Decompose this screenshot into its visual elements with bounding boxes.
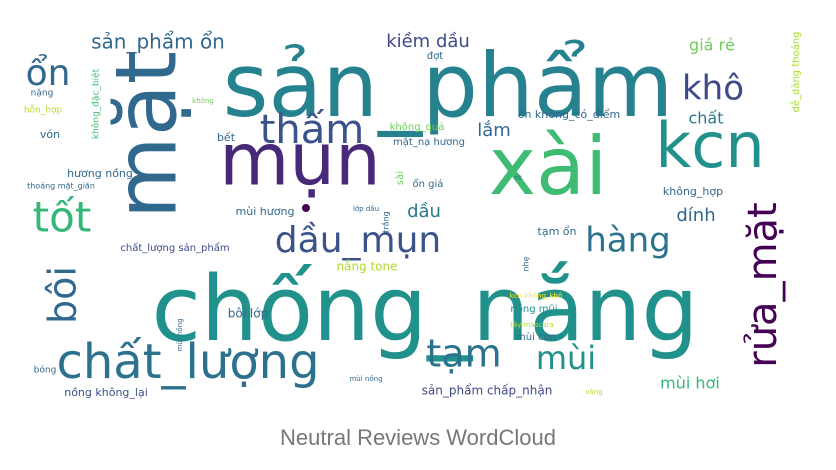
word-24: mùi hơi [660, 374, 720, 393]
word-5: kcn [655, 109, 764, 182]
word-0: sản_phẩm [223, 34, 674, 137]
word-11: rửa_mặt [740, 202, 786, 367]
word-50: lớp dầu [353, 205, 379, 213]
chart-caption: Neutral Reviews WordCloud [280, 425, 556, 450]
word-46: hỗn_hợp [24, 105, 63, 116]
word-18: kiềm dầu [386, 31, 470, 52]
word-45: sài [394, 171, 406, 185]
word-32: không_hợp [663, 185, 723, 198]
word-6: chất_lượng [56, 334, 319, 390]
word-42: nồng mũi [510, 303, 557, 315]
word-34: không_quá [390, 121, 445, 133]
word-23: dính [676, 205, 715, 226]
word-19: giá rẻ [689, 36, 735, 55]
word-33: ổn không_có_điểm [518, 108, 621, 121]
word-20: chất [688, 109, 723, 128]
word-36: dễ_dàng thoảng [789, 31, 802, 112]
word-cloud: sản_phẩm mặt chống_nắng xài mụn kcn chất_lượng… [24, 30, 802, 400]
word-1: mặt [97, 51, 196, 219]
word-12: bôi [41, 266, 85, 324]
word-44: ổn giá [413, 177, 444, 190]
word-41: đợt [427, 51, 443, 62]
word-2: chống_nắng [151, 257, 698, 362]
word-35: mặt_nạ hương [393, 137, 465, 148]
word-52: trắng [381, 211, 391, 232]
word-38: mùi hương [236, 205, 295, 218]
word-57: mùi nồng [349, 375, 382, 383]
word-54: kcn không_khô [510, 292, 563, 300]
word-16: khô [682, 69, 744, 109]
word-9: dầu_mụn [275, 220, 441, 261]
word-7: thấm [260, 107, 365, 153]
word-17: sản_phẩm ổn [91, 30, 225, 54]
word-13: tạm [426, 332, 501, 376]
word-43: mùi còn [516, 331, 556, 343]
word-31: tạm ổn [538, 225, 577, 238]
word-4: mụn [219, 118, 380, 202]
word-37: không_đặc_biệt [91, 68, 102, 139]
word-27: nồng không_lại [64, 386, 148, 399]
word-49: thoảng mặt_giãn [27, 181, 95, 192]
word-59: vàng [585, 388, 602, 396]
word-26: sản_phẩm chấp_nhận [422, 384, 553, 398]
dot-mark [302, 204, 310, 212]
word-51: rít [514, 174, 522, 182]
word-55: tây mascara [510, 321, 553, 329]
word-47: nặng [31, 89, 54, 99]
word-25: hương nồng [67, 167, 133, 180]
word-56: mũi nồng [176, 318, 184, 351]
word-48: không [192, 97, 214, 105]
word-28: chất_lượng sản_phẩm [120, 241, 229, 254]
word-40: vón [40, 128, 60, 141]
word-22: dầu [407, 201, 441, 222]
word-15: ổn [26, 53, 71, 94]
word-14: mùi [536, 339, 596, 377]
word-21: lắm [477, 120, 511, 141]
word-3: xài [489, 120, 608, 213]
word-10: hàng [585, 221, 671, 261]
word-39: bết [217, 131, 236, 144]
word-8: tốt [33, 193, 92, 242]
word-58: bóng [34, 365, 57, 376]
word-53: nhẹ [522, 256, 531, 271]
word-29: nắng tone [336, 260, 397, 274]
word-30: bôi lớp [228, 307, 268, 321]
